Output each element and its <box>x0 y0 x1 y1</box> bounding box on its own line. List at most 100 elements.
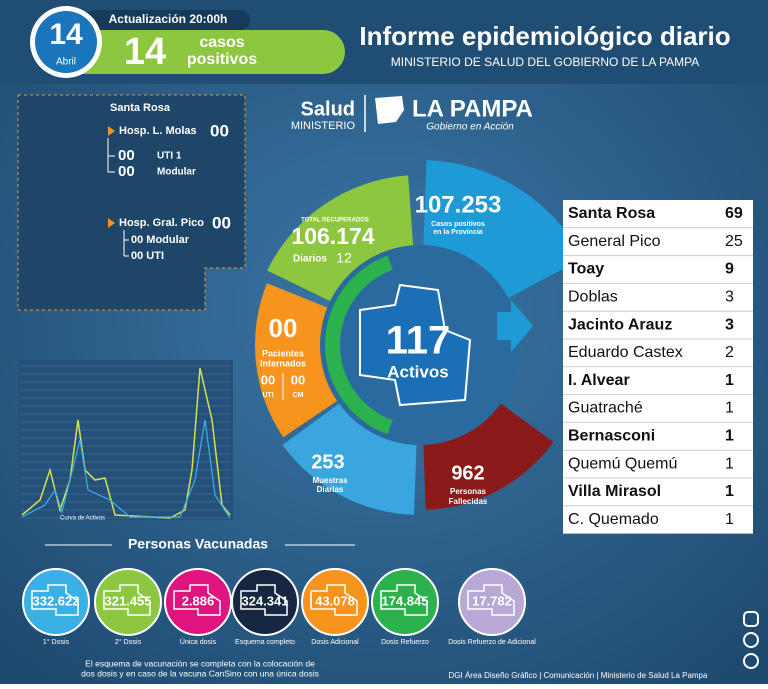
vaccine-label: Única dosis <box>180 637 217 646</box>
locality-count: 69 <box>725 205 743 222</box>
unit-row: 00 Modular <box>131 234 190 246</box>
vaccine-label: 1° Dosis <box>43 638 70 646</box>
locality-count: 1 <box>725 455 734 472</box>
tree-line <box>107 138 115 173</box>
vaccine-map <box>31 584 79 616</box>
locality-count: 25 <box>725 233 743 250</box>
unit-value: 00 <box>118 147 135 164</box>
logo-map <box>375 96 404 124</box>
vaccines-title: Personas Vacunadas <box>128 536 268 552</box>
vaccine-label: Dosis Adicional <box>311 639 359 646</box>
unit-row: 00 UTI <box>131 250 164 262</box>
cases-count: 14 <box>124 31 166 73</box>
logo-salud: Salud <box>301 98 355 120</box>
recuperados-daily-label: Diarios <box>293 254 327 265</box>
vaccine-value: 2.886 <box>182 593 215 608</box>
vaccine-circle <box>22 568 90 636</box>
instagram-icon[interactable] <box>743 611 759 627</box>
vaccine-circle <box>301 568 369 636</box>
update-pill <box>85 10 250 30</box>
arrow-right <box>497 300 533 352</box>
twitter-icon[interactable] <box>743 653 759 669</box>
locality-name: Guatraché <box>568 400 643 417</box>
locality-count: 1 <box>725 511 734 528</box>
activos-label: Activos <box>387 362 448 381</box>
vaccine-circle <box>371 568 439 636</box>
locality-count: 2 <box>725 344 734 361</box>
vaccine-label: Esquema completo <box>235 639 295 646</box>
tree-line <box>123 230 129 257</box>
ring <box>325 255 393 435</box>
vaccine-map <box>103 584 151 616</box>
locality-name: Villa Mirasol <box>568 483 661 500</box>
cm-value: 00 <box>291 372 305 387</box>
locality-name: Santa Rosa <box>568 205 655 222</box>
fallecidas-label: Fallecidas <box>449 497 488 506</box>
recuperados-daily: 12 <box>336 250 352 266</box>
vaccine-map <box>310 584 358 616</box>
muestras-label: Diarias <box>317 485 344 494</box>
locality-name: Doblas <box>568 289 618 306</box>
locality-name: General Pico <box>568 233 661 250</box>
vaccine-value: 332.622 <box>33 593 80 608</box>
vaccine-map <box>380 584 428 616</box>
locality-name: Bernasconi <box>568 428 655 445</box>
segment-muestras <box>282 403 417 515</box>
cm-label: CM <box>293 392 304 399</box>
vaccine-label: 2° Dosis <box>115 638 142 646</box>
hospital-value: 00 <box>212 213 231 232</box>
arrow-icon <box>108 218 115 228</box>
locality-count: 1 <box>725 372 734 389</box>
locality-name: I. Alvear <box>568 372 630 389</box>
date-circle <box>35 11 97 73</box>
cases-label: casos <box>199 34 244 51</box>
vaccine-value: 43.078 <box>315 593 355 608</box>
unit-name: Modular <box>157 167 196 178</box>
facebook-icon[interactable] <box>743 632 759 648</box>
social-icons <box>743 611 759 669</box>
uti-label: UTI <box>262 392 273 399</box>
muestras-label: Muestras <box>312 476 348 485</box>
update-time: Actualización 20:00h <box>109 12 228 26</box>
vaccine-label: Dosis Refuerzo <box>381 639 429 646</box>
internados-value: 00 <box>269 313 298 343</box>
unit-value: 00 <box>118 163 135 180</box>
locality-name: Eduardo Castex <box>568 344 683 361</box>
curve-label: Curva de Activos <box>60 516 105 522</box>
hospital-box <box>17 94 246 311</box>
credits: DGI Área Diseño Gráfico | Comunicación |… <box>449 671 708 680</box>
segment-positivos <box>423 160 584 299</box>
activos-curve <box>21 419 231 519</box>
segment-internados <box>255 283 338 438</box>
vaccine-map <box>173 584 221 616</box>
hospital-value: 00 <box>210 121 229 140</box>
locality-count: 1 <box>725 483 734 500</box>
logo-lema: Gobierno en Acción <box>426 122 514 133</box>
uti-value: 00 <box>261 372 275 387</box>
locality-name: Toay <box>568 261 604 278</box>
locality-name: Jacinto Arauz <box>568 316 672 333</box>
title: Informe epidemiológico diario <box>359 21 730 51</box>
vaccine-value: 174.845 <box>382 593 429 608</box>
locality-count: 3 <box>725 316 734 333</box>
locality-count: 9 <box>725 261 734 278</box>
logo-pampa: LA PAMPA <box>412 95 533 122</box>
fallecidas-label: Personas <box>450 487 487 496</box>
curve-bg <box>18 360 233 520</box>
cases-label: positivos <box>187 51 257 68</box>
vaccine-circle <box>94 568 162 636</box>
fallecidas-value: 962 <box>451 462 484 484</box>
month: Abril <box>56 57 76 68</box>
vaccine-value: 321.455 <box>105 593 152 608</box>
footnote: dos dosis y en caso de la vacuna CanSino… <box>81 668 319 678</box>
locality-count: 1 <box>725 400 734 417</box>
activos-value: 117 <box>386 319 451 363</box>
internados-label: Internados <box>260 358 306 368</box>
cases-pill <box>60 30 345 74</box>
segment-recuperados <box>267 175 414 302</box>
hospital-city: Santa Rosa <box>110 102 171 114</box>
positivos-value: 107.253 <box>415 191 502 218</box>
positivos-label: en la Provincia <box>433 229 483 236</box>
locality-name: Quemú Quemú <box>568 455 677 472</box>
vaccine-circle <box>231 568 299 636</box>
